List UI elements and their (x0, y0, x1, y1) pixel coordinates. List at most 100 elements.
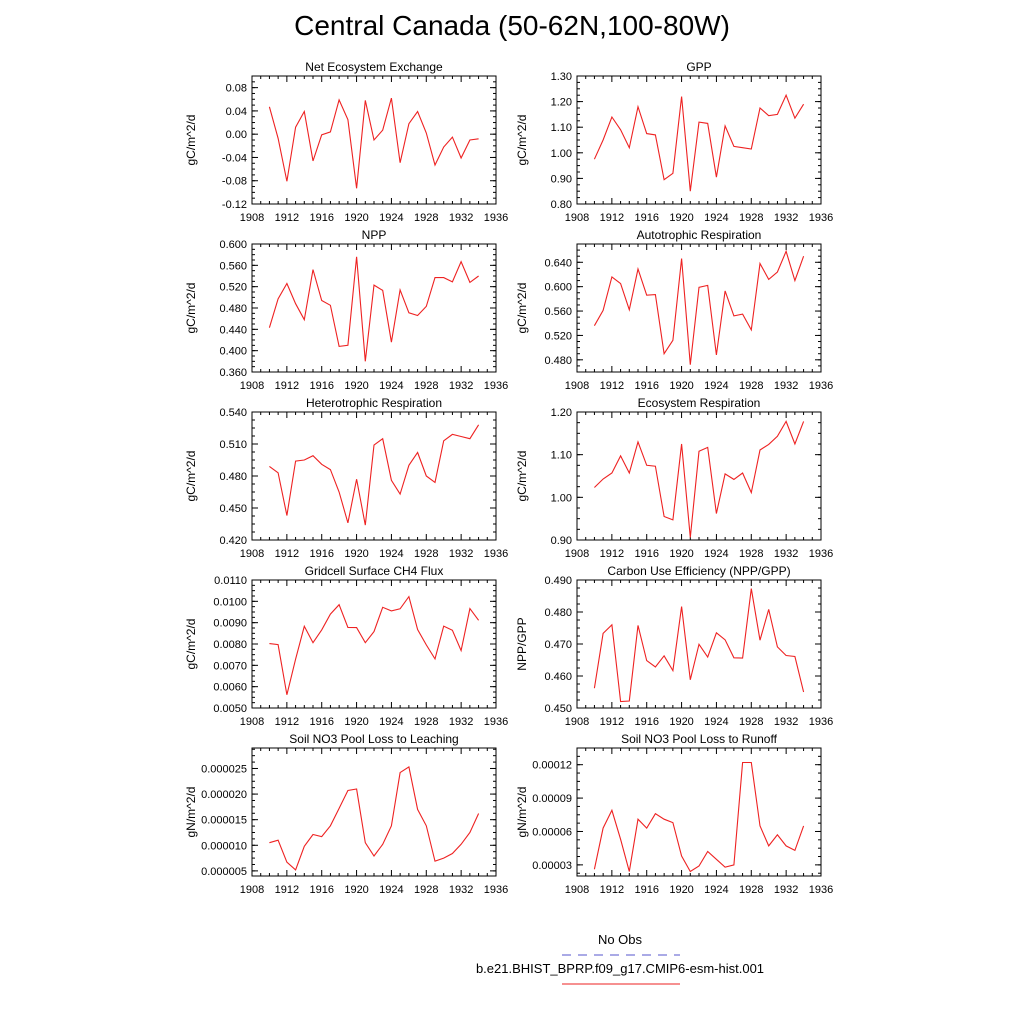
y-tick-label: 0.08 (226, 83, 247, 95)
y-tick-label: 0.600 (219, 239, 247, 251)
x-tick-label: 1916 (634, 716, 658, 728)
series-line-0 (268, 97, 479, 189)
y-tick-label: 0.0080 (213, 639, 247, 651)
panel-title: Heterotrophic Respiration (306, 396, 442, 410)
y-tick-label: 0.000015 (201, 815, 247, 827)
x-tick-label: 1916 (634, 548, 658, 560)
series-line-0 (593, 249, 805, 365)
x-tick-label: 1924 (704, 548, 728, 560)
y-tick-label: 0.520 (544, 330, 572, 342)
x-tick-label: 1916 (309, 884, 333, 896)
y-tick-label: 0.80 (551, 199, 572, 211)
panel-title: Net Ecosystem Exchange (305, 60, 443, 74)
panel-title: Gridcell Surface CH4 Flux (305, 564, 444, 578)
panel-5: Ecosystem Respiration 1908 1912 1916 1920 192… (515, 396, 833, 560)
y-tick-label: 1.20 (551, 97, 572, 109)
x-tick-label: 1928 (739, 212, 763, 224)
x-tick-label: 1916 (634, 212, 658, 224)
series-line-0 (268, 256, 479, 362)
y-tick-label: 0.470 (544, 639, 572, 651)
panel-8: Soil NO3 Pool Loss to Leaching 1908 1912 19… (184, 732, 508, 896)
panel-title: Carbon Use Efficiency (NPP/GPP) (607, 564, 790, 578)
x-tick-label: 1936 (484, 548, 508, 560)
y-tick-label: 0.420 (219, 535, 247, 547)
x-tick-label: 1908 (240, 548, 264, 560)
x-tick-label: 1916 (309, 716, 333, 728)
y-tick-label: 1.30 (551, 71, 572, 83)
legend-entry-label-0: No Obs (597, 932, 643, 947)
x-tick-label: 1908 (565, 884, 589, 896)
x-tick-label: 1936 (484, 884, 508, 896)
panel-4: Heterotrophic Respiration 1908 1912 1916 192… (184, 396, 508, 560)
x-tick-label: 1924 (379, 548, 403, 560)
y-tick-label: 0.480 (219, 303, 247, 315)
y-tick-label: 0.460 (544, 671, 572, 683)
y-axis-label: gC/m^2/d (515, 451, 529, 502)
y-tick-label: 1.10 (551, 450, 572, 462)
y-tick-label: 0.0110 (214, 575, 247, 587)
x-tick-label: 1920 (344, 212, 368, 224)
y-tick-label: 0.0100 (213, 596, 247, 608)
panel-frame (576, 411, 822, 541)
y-tick-label: 0.90 (551, 535, 572, 547)
x-tick-label: 1916 (309, 380, 333, 392)
legend-entry-label-1: b.e21.BHIST_BPRP.f09_g17.CMIP6-esm-hist.… (475, 961, 765, 976)
y-axis-label: NPP/GPP (515, 617, 529, 670)
y-tick-label: 0.000010 (201, 840, 247, 852)
x-tick-label: 1936 (484, 380, 508, 392)
y-tick-label: 0.450 (544, 703, 572, 715)
y-axis-label: gN/m^2/d (184, 787, 198, 838)
y-tick-label: 0.480 (544, 355, 572, 367)
y-tick-label: 0.00012 (532, 760, 572, 772)
x-tick-label: 1924 (379, 716, 403, 728)
series-line-0 (593, 761, 805, 873)
panel-frame (576, 75, 822, 205)
x-tick-label: 1912 (275, 212, 299, 224)
x-tick-label: 1924 (704, 212, 728, 224)
x-tick-label: 1912 (600, 716, 624, 728)
x-tick-label: 1928 (739, 380, 763, 392)
y-tick-label: 0.520 (219, 282, 247, 294)
x-tick-label: 1916 (634, 380, 658, 392)
x-tick-label: 1932 (774, 380, 798, 392)
x-tick-label: 1920 (344, 716, 368, 728)
y-tick-label: 1.00 (551, 148, 572, 160)
x-tick-label: 1928 (739, 716, 763, 728)
y-tick-label: 0.540 (219, 407, 247, 419)
series-line-0 (593, 588, 805, 703)
y-tick-label: 0.0090 (213, 618, 247, 630)
panel-title: GPP (686, 60, 711, 74)
panel-title: Ecosystem Respiration (638, 396, 761, 410)
y-axis-label: gC/m^2/d (184, 115, 198, 166)
x-tick-label: 1916 (634, 884, 658, 896)
x-tick-label: 1928 (414, 380, 438, 392)
x-tick-label: 1924 (704, 380, 728, 392)
x-tick-label: 1924 (704, 716, 728, 728)
y-tick-label: -0.04 (222, 152, 247, 164)
x-tick-label: 1908 (240, 380, 264, 392)
x-tick-label: 1912 (600, 212, 624, 224)
panel-frame (576, 243, 822, 373)
x-tick-label: 1920 (344, 380, 368, 392)
x-tick-label: 1928 (414, 884, 438, 896)
y-tick-label: -0.12 (222, 199, 247, 211)
y-tick-label: 0.000020 (201, 789, 247, 801)
x-tick-label: 1912 (600, 548, 624, 560)
x-tick-label: 1924 (379, 212, 403, 224)
y-axis-label: gC/m^2/d (515, 115, 529, 166)
y-axis-label: gC/m^2/d (184, 451, 198, 502)
x-tick-label: 1920 (344, 884, 368, 896)
y-tick-label: 0.04 (226, 106, 247, 118)
series-line-0 (269, 766, 480, 871)
x-tick-label: 1936 (809, 212, 833, 224)
x-tick-label: 1928 (414, 212, 438, 224)
y-tick-label: 0.00009 (532, 793, 572, 805)
y-tick-label: 0.480 (544, 607, 572, 619)
y-axis-label: gC/m^2/d (184, 619, 198, 670)
x-tick-label: 1920 (669, 380, 693, 392)
x-tick-label: 1920 (669, 548, 693, 560)
y-tick-label: 0.400 (219, 346, 247, 358)
x-tick-label: 1920 (669, 884, 693, 896)
y-tick-label: 0.000005 (201, 866, 247, 878)
